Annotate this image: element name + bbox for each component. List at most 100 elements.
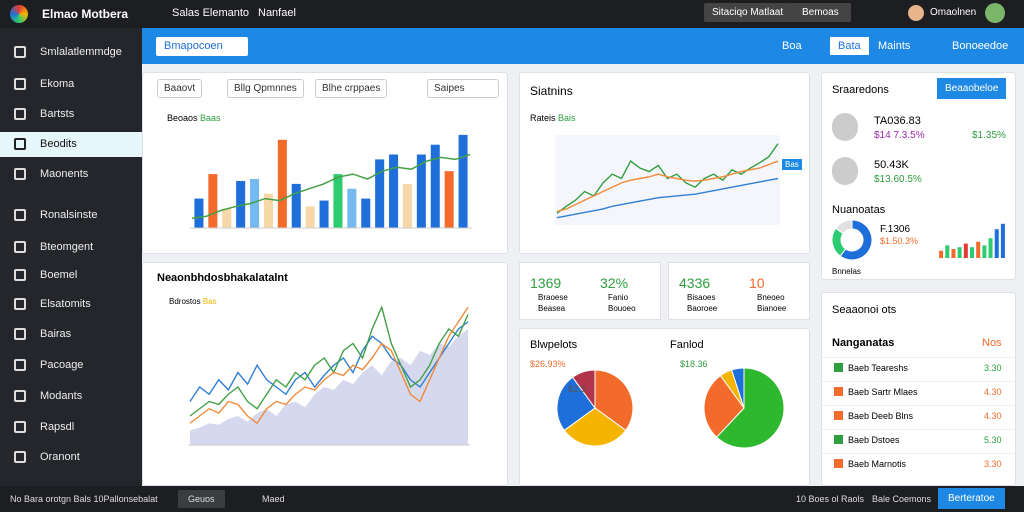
signals-card: Siatnins Rateis Bais Bas (519, 72, 810, 254)
legend: Rateis Bais (530, 113, 576, 123)
sidebar-item[interactable]: Modants (0, 384, 142, 409)
legend-item: Bas (202, 297, 217, 306)
tool-button[interactable]: Saipes (427, 79, 499, 98)
stat-label: Beasea (538, 304, 566, 313)
sidebar-item[interactable]: Ronalsinste (0, 203, 142, 228)
stat-label: Baoroee (687, 304, 718, 313)
sidebar-label: Beodits (40, 138, 77, 150)
status: No Bara orotgn Bals 10Pallonsebalat (10, 494, 158, 504)
list-name: Baeb Sartr Mlaes (848, 387, 918, 397)
tab[interactable]: Maints (878, 40, 911, 52)
sidebar-label: Bteomgent (40, 241, 94, 253)
stat-label: Bneoeo (757, 293, 785, 302)
card-title: Neaonbhdosbhakalatalnt (157, 272, 288, 284)
sidebar-item[interactable]: Bteomgent (0, 235, 142, 260)
app-name: Elmao Motbera (42, 7, 129, 21)
sidebar-item[interactable]: Rapsdl (0, 415, 142, 440)
icon (14, 421, 26, 433)
icon (14, 108, 26, 120)
avatar (832, 157, 858, 185)
sidebar-item[interactable]: Bartsts (0, 102, 142, 127)
card-title: Siatnins (530, 84, 573, 98)
sidebar-label: Bairas (40, 328, 72, 340)
shareholders-card: Sraaredons Beaaobeloe TA036.83 $14 7.3.5… (821, 72, 1016, 280)
sidebar-item[interactable]: Maonents (0, 162, 142, 187)
sidebar-label: Ronalsinste (40, 209, 98, 221)
avatar[interactable] (985, 3, 1005, 23)
list-name: Baeb Teareshs (848, 363, 908, 373)
note-line: F.1306 (880, 224, 911, 235)
icon (14, 359, 26, 371)
footer-button[interactable]: Geuos (178, 490, 225, 508)
list-divider (822, 429, 1015, 430)
stat-value: 4336 (679, 275, 711, 291)
top-button[interactable]: Sitaciqo Matlaat (704, 3, 792, 22)
list-divider (822, 453, 1015, 454)
icon (14, 46, 26, 58)
person-name: 50.43K (874, 159, 909, 171)
legend-item: Beoaos (167, 113, 198, 123)
stat-value: 1369 (530, 275, 562, 291)
person-sub: $13.60.5% (874, 174, 922, 185)
sidebar-item[interactable]: Bairas (0, 322, 142, 347)
list-value: 4.30 (984, 387, 1002, 397)
stat-card: 4336 10 Bisaoes Baoroee Bneoeo Bianoee (668, 262, 810, 320)
footer-action[interactable]: Berteratoe (938, 488, 1005, 509)
sidebar-item[interactable]: Ekoma (0, 72, 142, 97)
icon (14, 390, 26, 402)
header-action[interactable]: Bonoeedoe (952, 40, 1009, 52)
primary-button[interactable]: Beaaobeloe (937, 78, 1007, 99)
person-value: $1.35% (972, 130, 1006, 141)
legend-item: Rateis (530, 113, 556, 123)
icon (14, 168, 26, 180)
sidebar-label: Elsatomits (40, 298, 91, 310)
sidebar: Smlalatlemmdge Ekoma Bartsts Beodits Maonent… (0, 28, 142, 486)
tab[interactable]: Boa (782, 40, 802, 52)
footer-link[interactable]: Maed (262, 494, 285, 504)
stat-label: Bouoeo (608, 304, 636, 313)
sidebar-item[interactable]: Beodits (0, 132, 142, 157)
stat-label: Bisaoes (687, 293, 716, 302)
list-marker (834, 435, 843, 444)
person-name: TA036.83 (874, 115, 921, 127)
sidebar-item[interactable]: Pacoage (0, 353, 142, 378)
user-name[interactable]: Omaolnen (930, 7, 977, 18)
icon (14, 241, 26, 253)
tool-button[interactable]: Bllg Qpmnnes (227, 79, 304, 98)
footer-text: Bale Coemons (872, 494, 932, 504)
sidebar-item[interactable]: Elsatomits (0, 292, 142, 317)
tool-button[interactable]: Baaovt (157, 79, 203, 98)
card-title: Fanlod (670, 339, 704, 351)
avatar[interactable] (908, 5, 924, 21)
card-title: Sraaredons (832, 84, 889, 96)
legend: Beoaos Baas (167, 113, 221, 123)
card-sub: $18.36 (680, 359, 708, 369)
top-button[interactable]: Bemoas (790, 3, 851, 22)
legend-item: Bais (558, 113, 576, 123)
stat-label: Fanio (608, 293, 629, 302)
pies-card: Blwpelots $26.93% Fanlod $18.36 (519, 328, 810, 486)
dropdown[interactable]: Bmapocoen (156, 37, 248, 56)
overview-card: Baaovt Bllg Qpmnnes Blhe crppaes Saipes … (142, 72, 508, 254)
menu-item[interactable]: Salas Elemanto (172, 7, 250, 19)
legend: Bdrostos Bas (169, 297, 217, 306)
list-marker (834, 387, 843, 396)
tool-button[interactable]: Blhe crppaes (315, 79, 388, 98)
card-title: Seaaonoi ots (832, 304, 897, 316)
sidebar-label: Rapsdl (40, 421, 75, 433)
list-value: 5.30 (984, 435, 1002, 445)
sidebar-label: Maonents (40, 168, 89, 180)
stat-value: 32% (600, 275, 629, 291)
stat-value: 10 (749, 275, 765, 291)
icon (14, 209, 26, 221)
sidebar-item[interactable]: Oranont (0, 445, 142, 470)
list-value: 3.30 (984, 363, 1002, 373)
sidebar-item[interactable]: Smlalatlemmdge (0, 40, 142, 65)
icon (14, 138, 26, 150)
sidebar-item[interactable]: Boemel (0, 263, 142, 288)
list-header-value: Nos (982, 337, 1002, 349)
list-header: Nanganatas (832, 337, 895, 349)
menu-item[interactable]: Nanfael (258, 7, 296, 19)
tab[interactable]: Bata (830, 37, 869, 55)
